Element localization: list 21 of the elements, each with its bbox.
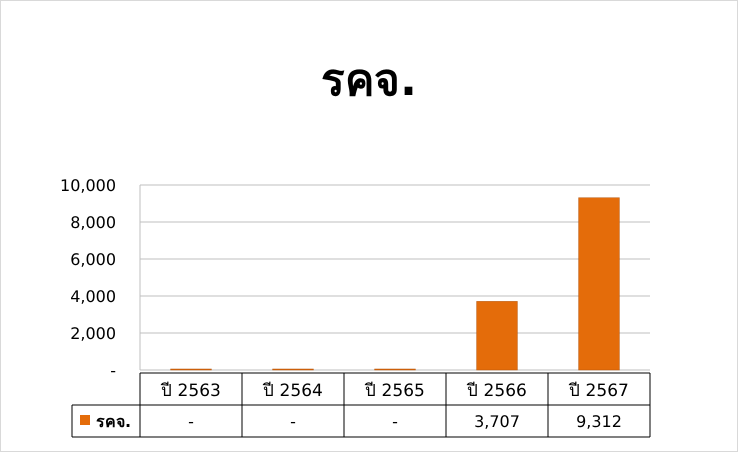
x-tick-label: ปี 2565: [364, 381, 425, 401]
legend-label: รคจ.: [96, 412, 132, 431]
bar: [578, 197, 620, 370]
legend: รคจ.: [80, 412, 132, 431]
title: รคจ.: [321, 55, 417, 106]
y-tick-label: 10,000: [60, 176, 116, 195]
data-label: -: [188, 412, 194, 431]
y-tick-label: 6,000: [70, 250, 116, 269]
y-tick-label: 8,000: [70, 213, 116, 232]
data-label: -: [290, 412, 296, 431]
data-label: 3,707: [474, 412, 520, 431]
x-tick-label: ปี 2563: [160, 381, 221, 401]
y-tick-label: -: [110, 361, 116, 380]
y-tick-label: 2,000: [70, 324, 116, 343]
x-tick-label: ปี 2564: [262, 381, 323, 401]
bar: [476, 301, 518, 370]
x-tick-label: ปี 2566: [466, 381, 527, 401]
data-label: -: [392, 412, 398, 431]
y-tick-label: 4,000: [70, 287, 116, 306]
data-label: 9,312: [576, 412, 622, 431]
x-tick-label: ปี 2567: [568, 381, 629, 401]
